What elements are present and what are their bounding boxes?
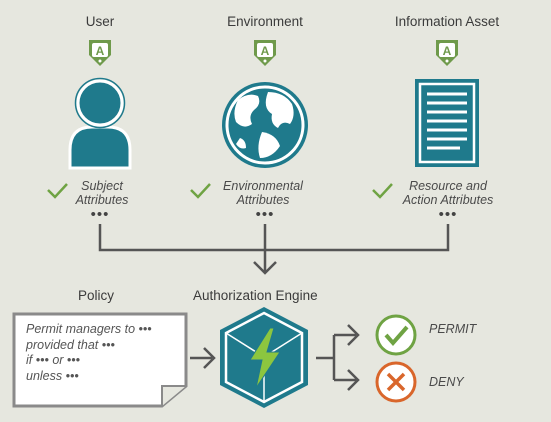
check-icon-environmental xyxy=(190,183,211,199)
arrow-to-engine xyxy=(190,347,216,369)
connector-lines xyxy=(98,224,450,275)
permit-icon xyxy=(375,314,417,356)
permit-label: PERMIT xyxy=(429,322,477,336)
ellipsis-environment: ••• xyxy=(255,206,275,223)
authorization-engine-icon xyxy=(220,307,308,408)
decision-arrows xyxy=(316,324,360,391)
badge-letter: A xyxy=(261,44,270,58)
policy-text: Permit managers to ••• provided that •••… xyxy=(26,322,152,383)
badge-letter: A xyxy=(443,44,452,58)
deny-icon xyxy=(375,361,417,403)
check-icon-resource xyxy=(372,183,393,199)
attribute-badge-asset: A xyxy=(436,40,458,66)
ellipsis-asset: ••• xyxy=(438,206,458,223)
attribute-label-resource: Resource and Action Attributes xyxy=(402,179,494,207)
deny-label: DENY xyxy=(429,375,464,389)
engine-title: Authorization Engine xyxy=(193,288,318,303)
attribute-label-subject: Subject Attributes xyxy=(75,179,129,207)
attribute-label-environmental: Environmental Attributes xyxy=(223,179,303,207)
policy-title: Policy xyxy=(78,288,115,303)
document-icon xyxy=(415,79,479,167)
ellipsis-user: ••• xyxy=(90,206,110,223)
globe-icon xyxy=(222,82,308,168)
source-title-user: User xyxy=(85,14,115,29)
source-title-environment: Environment xyxy=(227,14,303,29)
attribute-badge-user: A xyxy=(89,40,111,66)
user-icon xyxy=(68,77,132,170)
badge-letter: A xyxy=(96,44,105,58)
lightning-icon xyxy=(249,327,281,389)
attribute-badge-environment: A xyxy=(254,40,276,66)
source-title-asset: Information Asset xyxy=(394,14,500,29)
check-icon-subject xyxy=(47,183,68,199)
